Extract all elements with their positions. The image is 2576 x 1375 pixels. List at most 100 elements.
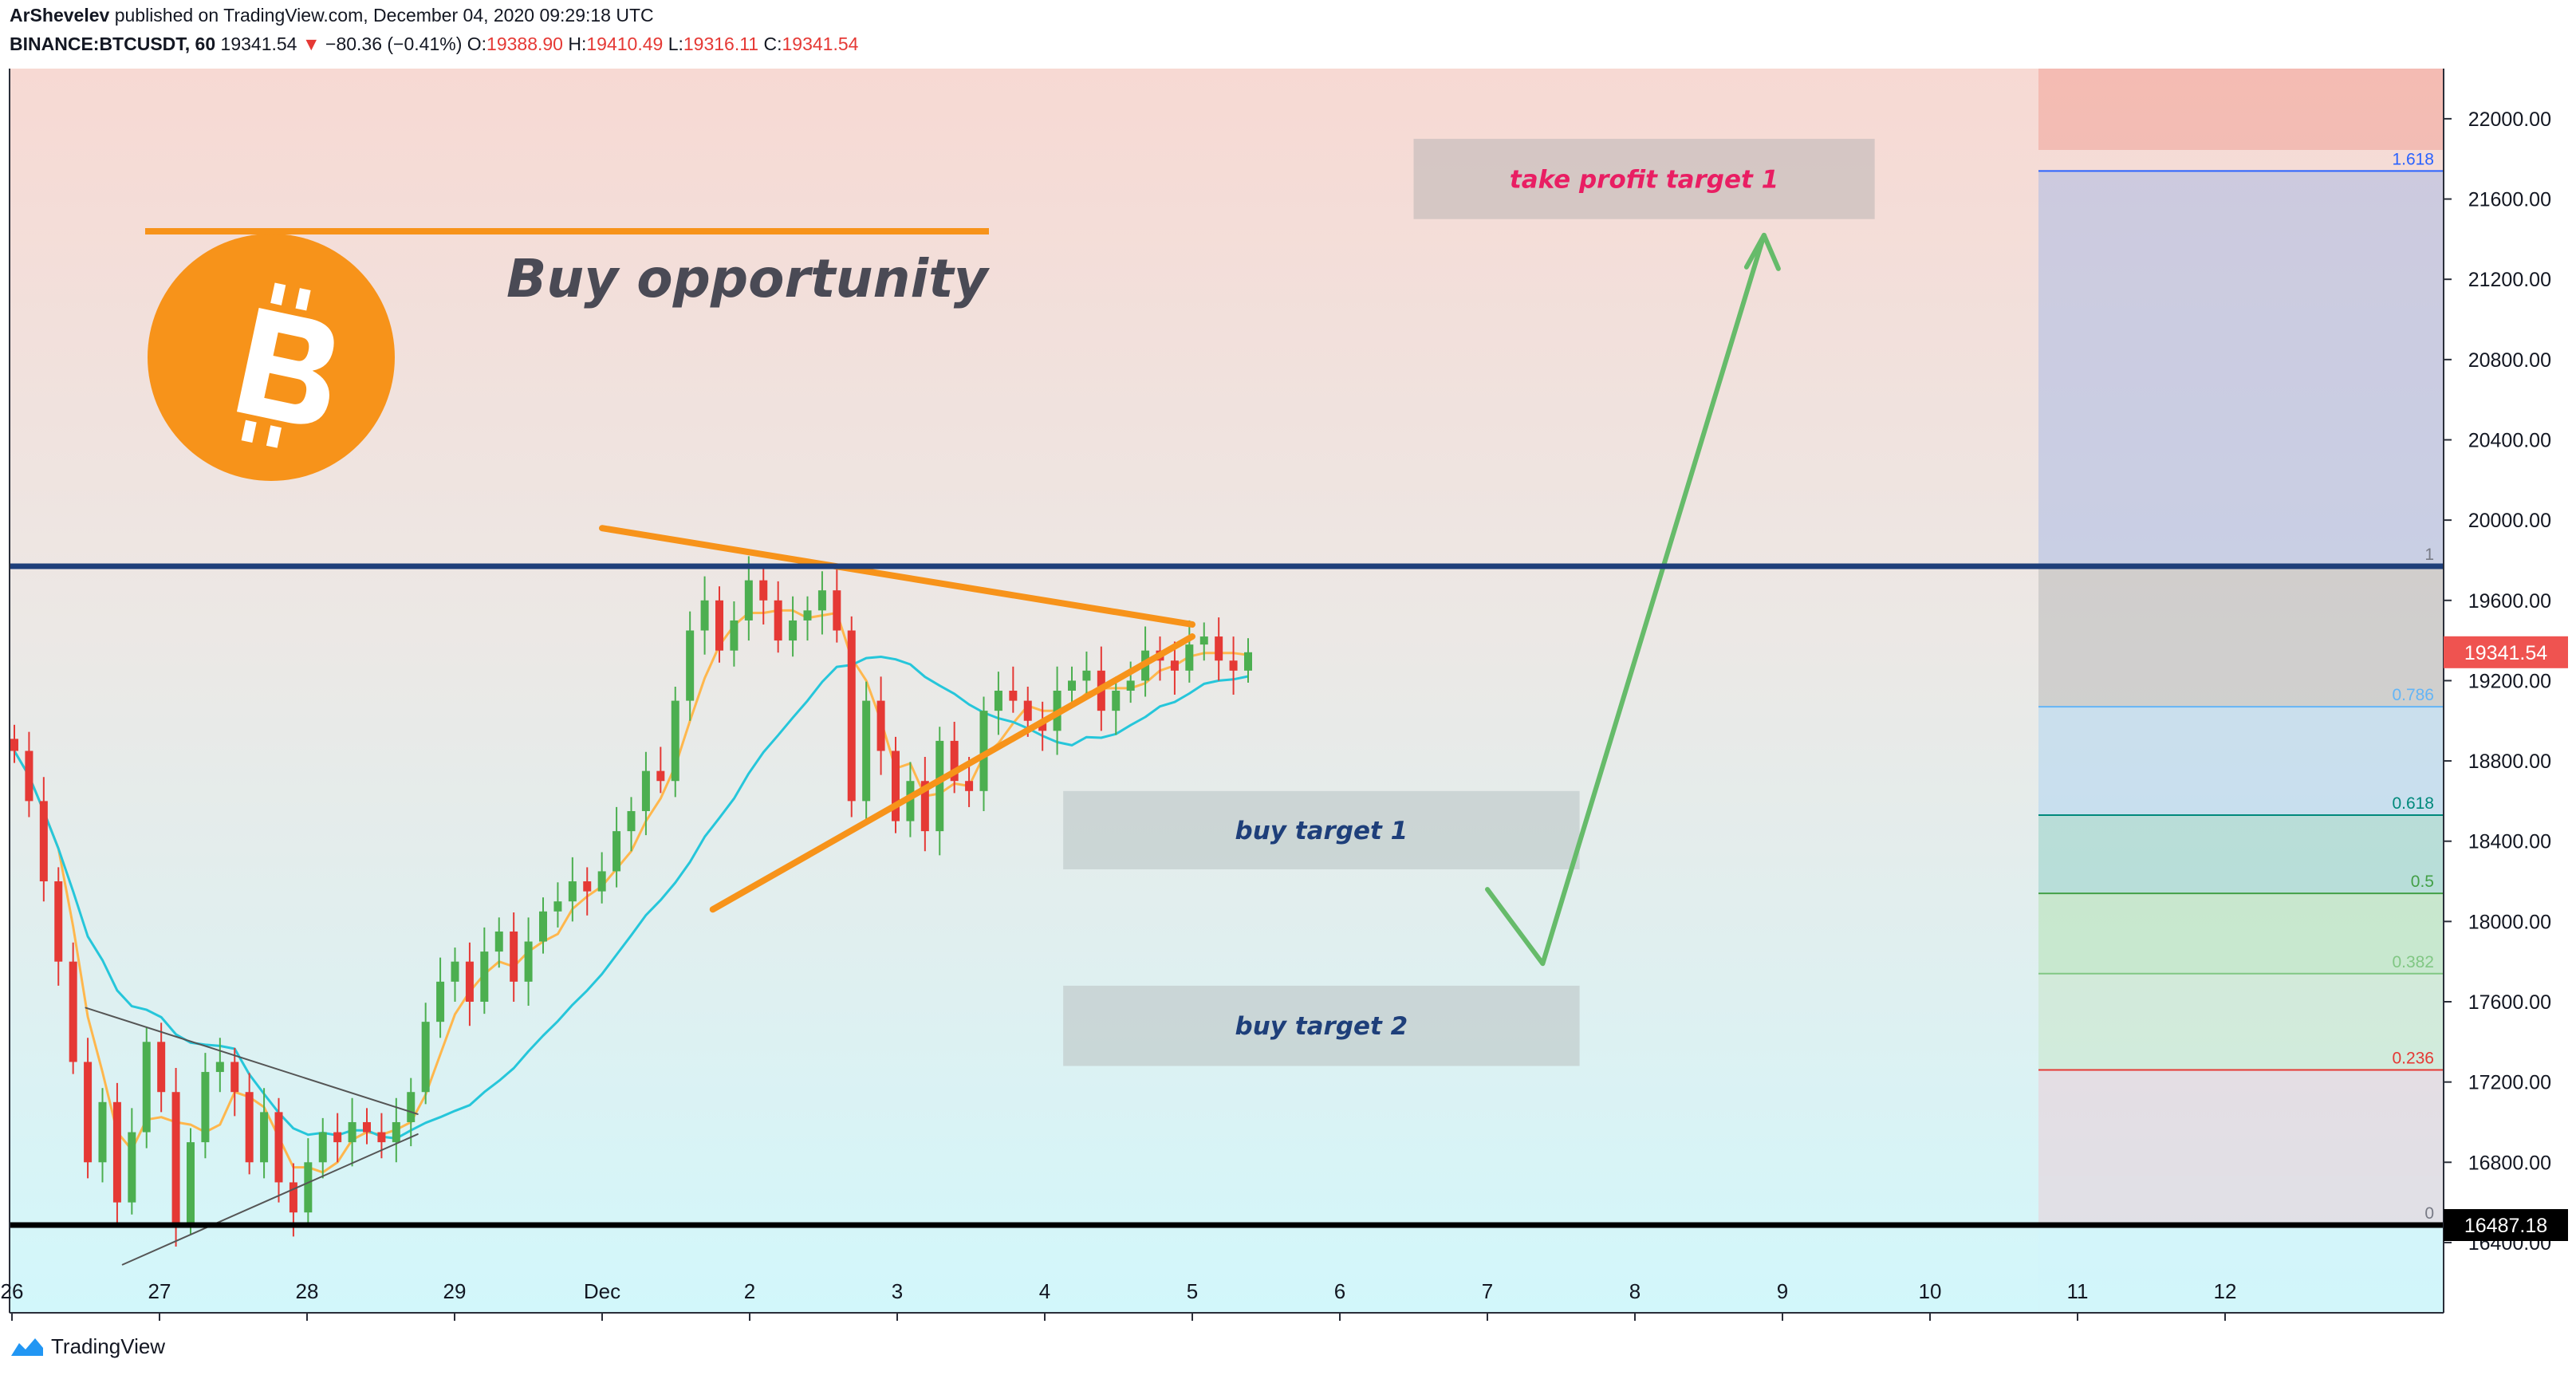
candle-body[interactable] bbox=[98, 1101, 107, 1163]
candle-body[interactable] bbox=[1126, 680, 1135, 691]
candle-body[interactable] bbox=[318, 1132, 327, 1163]
time-tick-label[interactable]: 8 bbox=[1629, 1279, 1641, 1303]
candle-body[interactable] bbox=[1009, 691, 1018, 701]
candle-body[interactable] bbox=[304, 1162, 313, 1213]
candle-body[interactable] bbox=[1215, 636, 1223, 661]
candle-body[interactable] bbox=[39, 801, 48, 882]
candle-body[interactable] bbox=[142, 1042, 151, 1133]
price-tick-label[interactable]: 20000.00 bbox=[2468, 510, 2551, 532]
time-tick-label[interactable]: 3 bbox=[892, 1279, 903, 1303]
candle-body[interactable] bbox=[157, 1042, 166, 1093]
candle-body[interactable] bbox=[789, 620, 798, 641]
candle-body[interactable] bbox=[480, 951, 489, 1002]
time-tick-label[interactable]: 27 bbox=[148, 1279, 171, 1303]
candle-body[interactable] bbox=[539, 911, 547, 942]
trend-lines[interactable] bbox=[85, 232, 1781, 1266]
price-tick-label[interactable]: 18000.00 bbox=[2468, 911, 2551, 933]
price-tick-label[interactable]: 20400.00 bbox=[2468, 429, 2551, 451]
candle-body[interactable] bbox=[69, 961, 77, 1062]
small-triangle-upper-line[interactable] bbox=[85, 1007, 419, 1115]
triangle-upper-line[interactable] bbox=[599, 525, 1195, 628]
triangle-lower-line[interactable] bbox=[709, 633, 1195, 913]
support-price-badge[interactable] bbox=[2444, 1208, 2568, 1241]
candle-body[interactable] bbox=[553, 901, 562, 912]
time-tick-label[interactable]: 11 bbox=[2067, 1279, 2089, 1303]
candle-body[interactable] bbox=[245, 1092, 254, 1163]
time-tick-label[interactable]: 2 bbox=[744, 1279, 755, 1303]
time-tick-label[interactable]: 9 bbox=[1777, 1279, 1788, 1303]
candle-body[interactable] bbox=[1244, 652, 1252, 671]
candle-body[interactable] bbox=[994, 691, 1002, 711]
candle-body[interactable] bbox=[730, 620, 739, 651]
candle-body[interactable] bbox=[215, 1062, 224, 1073]
candle-body[interactable] bbox=[671, 700, 679, 782]
candle-body[interactable] bbox=[774, 600, 782, 641]
candle-body[interactable] bbox=[759, 580, 768, 601]
candle-body[interactable] bbox=[950, 740, 959, 782]
candle-body[interactable] bbox=[377, 1132, 386, 1143]
price-tick-label[interactable]: 17600.00 bbox=[2468, 991, 2551, 1014]
price-tick-label[interactable]: 20800.00 bbox=[2468, 349, 2551, 372]
price-tick-label[interactable]: 17200.00 bbox=[2468, 1072, 2551, 1094]
candle-body[interactable] bbox=[803, 610, 812, 621]
time-tick-label[interactable]: 7 bbox=[1482, 1279, 1493, 1303]
candle-body[interactable] bbox=[876, 700, 885, 751]
candle-body[interactable] bbox=[597, 871, 606, 892]
candle-body[interactable] bbox=[817, 590, 826, 611]
candle-body[interactable] bbox=[906, 781, 915, 821]
horizontal-levels[interactable] bbox=[10, 563, 2444, 1228]
candle-body[interactable] bbox=[627, 810, 636, 832]
candle-body[interactable] bbox=[1199, 636, 1208, 645]
candle-body[interactable] bbox=[392, 1121, 400, 1143]
candle-body[interactable] bbox=[568, 881, 577, 902]
candle-body[interactable] bbox=[847, 630, 856, 802]
price-tick-label[interactable]: 21200.00 bbox=[2468, 269, 2551, 291]
time-tick-label[interactable]: 4 bbox=[1039, 1279, 1050, 1303]
candle-body[interactable] bbox=[1229, 660, 1238, 671]
candle-body[interactable] bbox=[510, 931, 518, 982]
candle-body[interactable] bbox=[965, 781, 974, 791]
price-tick-label[interactable]: 21600.00 bbox=[2468, 189, 2551, 211]
candle-body[interactable] bbox=[25, 751, 33, 802]
candle-body[interactable] bbox=[421, 1022, 430, 1093]
last-price-badge[interactable] bbox=[2444, 636, 2568, 668]
candle-body[interactable] bbox=[274, 1112, 283, 1183]
candle-body[interactable] bbox=[1112, 691, 1121, 711]
candle-body[interactable] bbox=[833, 590, 841, 631]
candle-body[interactable] bbox=[1038, 720, 1047, 731]
candle-body[interactable] bbox=[84, 1062, 93, 1163]
candle-body[interactable] bbox=[363, 1121, 371, 1133]
candle-body[interactable] bbox=[1170, 660, 1179, 671]
candle-body[interactable] bbox=[1023, 700, 1032, 721]
fibonacci-retracement[interactable]: 1.618 1 0.786 0.618 0.5 0.382 0.236 0 bbox=[2038, 150, 2444, 1226]
time-tick-label[interactable]: 10 bbox=[1919, 1279, 1942, 1303]
candle-body[interactable] bbox=[348, 1121, 356, 1143]
candle-body[interactable] bbox=[260, 1112, 269, 1163]
price-tick-label[interactable]: 18400.00 bbox=[2468, 831, 2551, 853]
author-name[interactable]: ArShevelev bbox=[10, 5, 110, 26]
candle-body[interactable] bbox=[612, 831, 621, 872]
candle-body[interactable] bbox=[920, 781, 929, 832]
candle-body[interactable] bbox=[979, 711, 988, 791]
candle-body[interactable] bbox=[333, 1132, 342, 1143]
candle-body[interactable] bbox=[1068, 680, 1076, 691]
candle-body[interactable] bbox=[128, 1132, 136, 1203]
candle-body[interactable] bbox=[10, 739, 18, 751]
time-axis[interactable]: 26 27 28 29 Dec 2 3 4 5 6 7 8 9 10 11 12 bbox=[1, 69, 2444, 1321]
time-tick-label[interactable]: Dec bbox=[584, 1279, 620, 1303]
time-tick-label[interactable]: 29 bbox=[443, 1279, 467, 1303]
candle-body[interactable] bbox=[862, 700, 871, 802]
time-tick-label[interactable]: 28 bbox=[296, 1279, 319, 1303]
symbol-label[interactable]: BINANCE:BTCUSDT, 60 bbox=[10, 33, 216, 54]
candle-body[interactable] bbox=[494, 931, 503, 952]
candle-body[interactable] bbox=[656, 770, 665, 782]
candle-body[interactable] bbox=[289, 1182, 297, 1213]
candle-body[interactable] bbox=[1185, 644, 1194, 671]
price-axis[interactable]: 16400.0016800.0017200.0017600.0018000.00… bbox=[2443, 69, 2568, 1313]
candle-body[interactable] bbox=[451, 961, 459, 982]
time-tick-label[interactable]: 6 bbox=[1334, 1279, 1345, 1303]
candle-body[interactable] bbox=[465, 961, 474, 1002]
price-tick-label[interactable]: 22000.00 bbox=[2468, 108, 2551, 131]
projection-arrow[interactable] bbox=[1485, 232, 1767, 967]
candle-body[interactable] bbox=[112, 1101, 121, 1203]
